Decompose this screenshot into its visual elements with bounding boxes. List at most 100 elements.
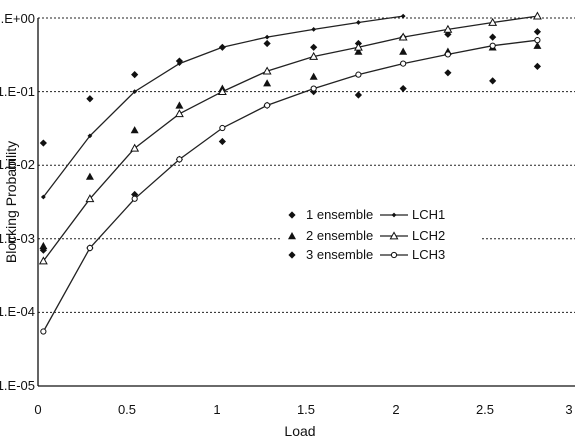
gridlines [38,17,575,313]
series-1-ensemble [39,28,542,147]
x-tick-label: 1.5 [297,402,315,417]
y-tick-label: 1.E-02 [0,157,35,172]
legend-label-3-ensemble: 3 ensemble [306,247,373,262]
data-point-1-ensemble [86,95,94,103]
data-point-lch1 [132,89,138,94]
data-point-1-ensemble [310,43,318,51]
data-point-2-ensemble [309,72,318,80]
data-point-2-ensemble [175,101,184,109]
data-point-2-ensemble [354,47,363,55]
x-axis-label: Load [284,423,315,439]
data-point-lch3 [219,124,226,132]
data-point-3-ensemble [39,246,47,254]
data-point-2-ensemble [399,47,408,55]
data-point-lch2 [309,51,319,60]
data-point-2-ensemble [39,241,48,250]
series-line-lch1 [42,15,404,198]
data-point-3-ensemble [489,77,497,85]
data-point-lch2 [174,109,184,118]
data-point-lch3 [400,60,407,67]
data-point-lch2 [532,11,542,20]
data-point-lch2 [443,24,453,33]
data-point-lch1 [40,194,46,200]
data-point-lch3 [40,328,47,335]
data-point-3-ensemble [354,91,363,99]
data-point-lch3 [131,195,138,202]
y-tick-label: 1.E-05 [0,378,35,393]
data-point-lch1 [87,133,93,139]
data-point-1-ensemble [263,39,271,48]
legend-marker-lch3 [390,251,398,259]
data-point-3-ensemble [218,137,226,146]
legend-label-2-ensemble: 2 ensemble [306,228,373,243]
data-point-lch2 [398,32,408,41]
data-point-lch2 [85,194,95,203]
data-point-lch3 [355,71,362,78]
x-tick-label: 1 [213,402,220,417]
y-tick-label: 1.E-01 [0,84,35,99]
series-line-lch2 [42,15,538,262]
x-tick-label: 3 [565,402,572,417]
y-tick-label: 1.E-03 [0,231,35,246]
data-point-3-ensemble [399,84,407,93]
data-point-lch2 [38,256,48,265]
data-point-lch2 [217,86,227,95]
data-point-lch2 [353,42,363,51]
x-tick-label: 2 [392,402,399,417]
data-point-2-ensemble [533,41,542,49]
data-point-lch1 [264,34,270,40]
legend-label-1-ensemble: 1 ensemble [306,207,373,222]
data-point-2-ensemble [85,172,94,180]
y-tick-label: 1.E+00 [0,11,35,26]
data-point-lch3 [310,85,317,92]
legend-markers [288,211,408,259]
data-point-lch1 [177,61,182,67]
data-point-lch3 [86,244,94,252]
series-line-lch3 [42,39,538,332]
plot-area [38,11,542,335]
data-point-1-ensemble [444,30,452,38]
data-point-lch2 [262,66,272,75]
x-tick-label: 0 [34,402,41,417]
series-lch1 [40,13,406,200]
legend-label-lch2: LCH2 [412,228,445,243]
legend-marker-2-ensemble [288,232,296,240]
data-point-1-ensemble [489,33,497,41]
y-tick-label: 1.E-04 [0,304,35,319]
legend-label-lch1: LCH1 [412,207,445,222]
data-point-lch3 [489,42,496,49]
data-point-1-ensemble [39,139,47,147]
data-point-3-ensemble [533,62,542,70]
data-point-lch3 [264,102,271,109]
legend-label-lch3: LCH3 [412,247,445,262]
data-point-lch1 [311,27,317,32]
legend-marker-3-ensemble [288,251,296,259]
data-point-lch2 [488,17,498,26]
x-tick-labels: 0 0.5 1 1.5 2 2.5 3 [34,402,572,417]
legend-background [280,176,480,262]
data-point-1-ensemble [533,28,542,36]
data-point-lch3 [176,156,183,163]
y-tick-labels: 1.E+00 1.E-01 1.E-02 1.E-03 1.E-04 1.E-0… [0,11,35,393]
x-tick-label: 2.5 [476,402,494,417]
data-point-2-ensemble [263,79,272,87]
data-point-lch1 [219,44,225,50]
data-point-3-ensemble [444,69,452,77]
data-point-2-ensemble [130,126,139,134]
data-point-1-ensemble [131,71,139,79]
axes [37,18,575,387]
data-point-lch1 [400,13,406,19]
data-point-lch1 [356,20,361,25]
series-lch2 [38,11,542,265]
series-lch3 [40,37,541,335]
legend-marker-lch2 [389,231,399,240]
legend: 1 ensemble 2 ensemble 3 ensemble LCH1 LC… [280,176,480,262]
y-axis-label: Blocking Probability [3,141,19,263]
x-tick-label: 0.5 [118,402,136,417]
data-point-lch2 [130,143,140,152]
data-point-lch3 [534,37,541,44]
legend-marker-lch1 [391,212,397,218]
legend-marker-1-ensemble [288,211,296,219]
data-point-lch3 [444,51,452,58]
